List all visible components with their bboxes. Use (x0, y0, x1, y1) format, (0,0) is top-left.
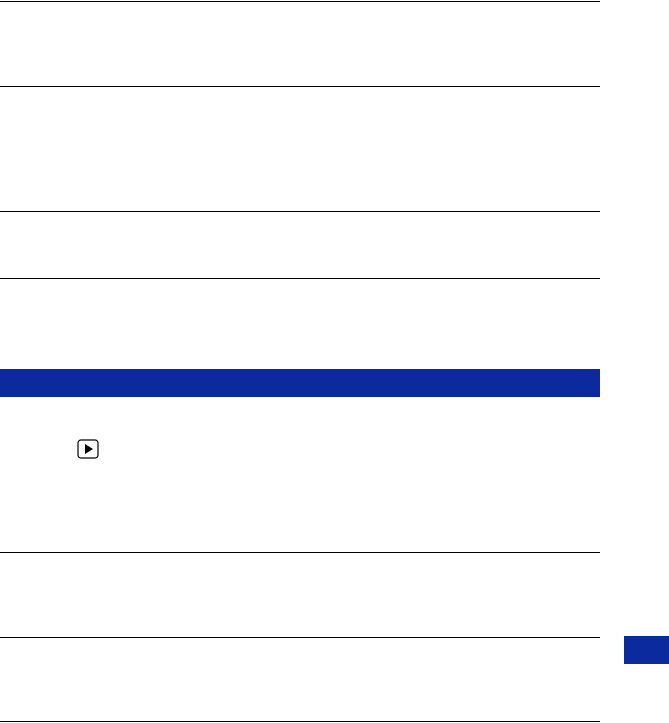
section-header-band (0, 369, 600, 397)
section-rule (0, 637, 600, 638)
section-rule (0, 1, 600, 2)
section-rule (0, 211, 600, 212)
section-rule (0, 278, 600, 279)
chapter-tab (624, 636, 669, 664)
section-rule (0, 721, 600, 722)
section-rule (0, 552, 600, 553)
section-rule (0, 86, 600, 87)
play-icon-triangle (85, 444, 93, 454)
play-icon (77, 439, 99, 459)
